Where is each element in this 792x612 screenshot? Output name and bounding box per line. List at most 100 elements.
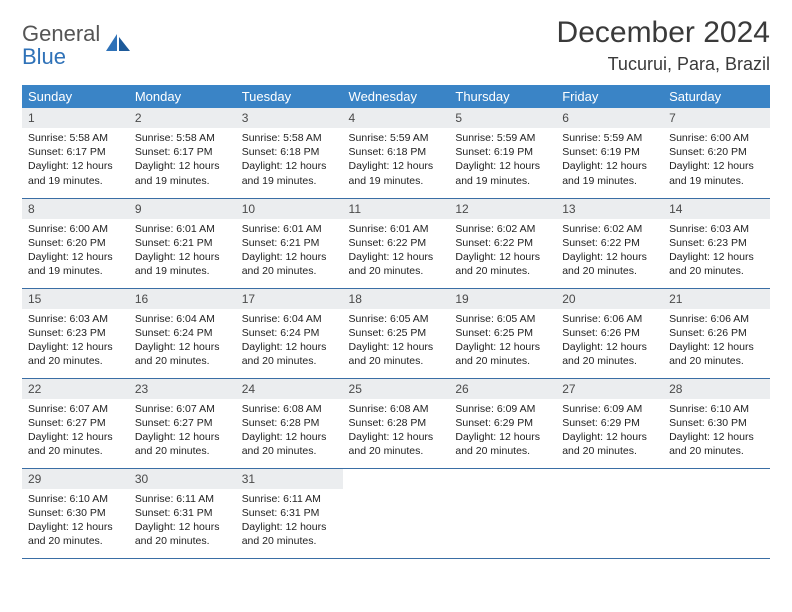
sunrise-label: Sunrise: (135, 313, 174, 325)
sunset-label: Sunset: (135, 417, 171, 429)
day-details: Sunrise: 6:08 AMSunset: 6:28 PMDaylight:… (343, 399, 450, 463)
day-details: Sunrise: 6:01 AMSunset: 6:22 PMDaylight:… (343, 219, 450, 283)
day-number: 17 (236, 289, 343, 309)
sunrise-value: 6:08 AM (390, 403, 429, 415)
sunset: Sunset: 6:28 PM (242, 416, 337, 430)
sunrise-value: 5:59 AM (497, 132, 536, 144)
sunrise: Sunrise: 5:58 AM (28, 131, 123, 145)
sunrise-label: Sunrise: (28, 403, 67, 415)
day-number: 3 (236, 108, 343, 128)
calendar-day-cell: 24Sunrise: 6:08 AMSunset: 6:28 PMDayligh… (236, 378, 343, 468)
daylight: Daylight: 12 hours and 20 minutes. (349, 250, 444, 278)
calendar-day-cell: 30Sunrise: 6:11 AMSunset: 6:31 PMDayligh… (129, 468, 236, 558)
sunset-value: 6:24 PM (173, 327, 212, 339)
calendar-day-cell: 7Sunrise: 6:00 AMSunset: 6:20 PMDaylight… (663, 108, 770, 198)
sunrise: Sunrise: 6:07 AM (28, 402, 123, 416)
brand-logo: General Blue (22, 16, 132, 68)
sunset-value: 6:23 PM (708, 237, 747, 249)
sunset-value: 6:22 PM (601, 237, 640, 249)
sunrise: Sunrise: 6:03 AM (28, 312, 123, 326)
sunrise: Sunrise: 6:06 AM (669, 312, 764, 326)
daylight: Daylight: 12 hours and 20 minutes. (242, 430, 337, 458)
day-number: 14 (663, 199, 770, 219)
calendar-day-cell: 25Sunrise: 6:08 AMSunset: 6:28 PMDayligh… (343, 378, 450, 468)
sunset-label: Sunset: (669, 146, 705, 158)
sunset-value: 6:30 PM (67, 507, 106, 519)
sunrise-label: Sunrise: (28, 493, 67, 505)
sunset-label: Sunset: (455, 146, 491, 158)
day-details: Sunrise: 5:58 AMSunset: 6:18 PMDaylight:… (236, 128, 343, 192)
calendar-day-cell: 12Sunrise: 6:02 AMSunset: 6:22 PMDayligh… (449, 198, 556, 288)
sunset: Sunset: 6:26 PM (562, 326, 657, 340)
daylight: Daylight: 12 hours and 20 minutes. (28, 340, 123, 368)
calendar-table: SundayMondayTuesdayWednesdayThursdayFrid… (22, 85, 770, 559)
sunrise-label: Sunrise: (562, 132, 601, 144)
sunrise-value: 6:06 AM (604, 313, 643, 325)
sunrise-label: Sunrise: (242, 313, 281, 325)
calendar-day-cell (556, 468, 663, 558)
sunset-value: 6:19 PM (494, 146, 533, 158)
sunrise-label: Sunrise: (349, 313, 388, 325)
sunset-value: 6:21 PM (173, 237, 212, 249)
sunrise: Sunrise: 5:58 AM (135, 131, 230, 145)
daylight-label: Daylight: (135, 341, 176, 353)
day-number: 29 (22, 469, 129, 489)
sunset-label: Sunset: (562, 237, 598, 249)
calendar-body: 1Sunrise: 5:58 AMSunset: 6:17 PMDaylight… (22, 108, 770, 558)
daylight-label: Daylight: (242, 160, 283, 172)
sunset-value: 6:26 PM (601, 327, 640, 339)
sunset-value: 6:25 PM (387, 327, 426, 339)
sunrise-value: 6:01 AM (283, 223, 322, 235)
daylight-label: Daylight: (242, 251, 283, 263)
sunset: Sunset: 6:24 PM (135, 326, 230, 340)
daylight-label: Daylight: (135, 521, 176, 533)
sunrise: Sunrise: 5:58 AM (242, 131, 337, 145)
daylight-label: Daylight: (669, 341, 710, 353)
calendar-day-cell: 5Sunrise: 5:59 AMSunset: 6:19 PMDaylight… (449, 108, 556, 198)
daylight: Daylight: 12 hours and 20 minutes. (562, 340, 657, 368)
sunset: Sunset: 6:27 PM (28, 416, 123, 430)
sunrise-label: Sunrise: (135, 403, 174, 415)
sunset-label: Sunset: (242, 417, 278, 429)
sunrise: Sunrise: 6:08 AM (349, 402, 444, 416)
sunset: Sunset: 6:20 PM (28, 236, 123, 250)
day-details: Sunrise: 6:02 AMSunset: 6:22 PMDaylight:… (556, 219, 663, 283)
brand-bottom: Blue (22, 45, 100, 68)
sunset: Sunset: 6:22 PM (455, 236, 550, 250)
sunrise-label: Sunrise: (562, 313, 601, 325)
sunset: Sunset: 6:29 PM (455, 416, 550, 430)
day-number: 2 (129, 108, 236, 128)
daylight: Daylight: 12 hours and 19 minutes. (135, 250, 230, 278)
sunrise-value: 6:00 AM (711, 132, 750, 144)
sunset-value: 6:20 PM (708, 146, 747, 158)
brand-top: General (22, 21, 100, 46)
calendar-week-row: 1Sunrise: 5:58 AMSunset: 6:17 PMDaylight… (22, 108, 770, 198)
calendar-day-cell: 14Sunrise: 6:03 AMSunset: 6:23 PMDayligh… (663, 198, 770, 288)
sunrise-value: 6:07 AM (69, 403, 108, 415)
sunset-label: Sunset: (455, 327, 491, 339)
sunset: Sunset: 6:31 PM (242, 506, 337, 520)
sunrise: Sunrise: 5:59 AM (455, 131, 550, 145)
sunset: Sunset: 6:26 PM (669, 326, 764, 340)
sunset-value: 6:30 PM (708, 417, 747, 429)
sunset: Sunset: 6:27 PM (135, 416, 230, 430)
day-number: 11 (343, 199, 450, 219)
sunrise-value: 6:03 AM (69, 313, 108, 325)
sunset: Sunset: 6:22 PM (562, 236, 657, 250)
day-details: Sunrise: 6:10 AMSunset: 6:30 PMDaylight:… (663, 399, 770, 463)
sunset-value: 6:24 PM (280, 327, 319, 339)
daylight: Daylight: 12 hours and 20 minutes. (349, 430, 444, 458)
day-details: Sunrise: 6:11 AMSunset: 6:31 PMDaylight:… (129, 489, 236, 553)
sunset-value: 6:28 PM (387, 417, 426, 429)
sunrise-label: Sunrise: (669, 313, 708, 325)
day-details: Sunrise: 6:00 AMSunset: 6:20 PMDaylight:… (663, 128, 770, 192)
sunset-label: Sunset: (28, 417, 64, 429)
day-details: Sunrise: 6:06 AMSunset: 6:26 PMDaylight:… (663, 309, 770, 373)
daylight: Daylight: 12 hours and 20 minutes. (455, 340, 550, 368)
sunrise-value: 5:58 AM (69, 132, 108, 144)
daylight-label: Daylight: (28, 431, 69, 443)
calendar-day-cell: 22Sunrise: 6:07 AMSunset: 6:27 PMDayligh… (22, 378, 129, 468)
sunrise: Sunrise: 6:04 AM (242, 312, 337, 326)
day-number: 18 (343, 289, 450, 309)
sunset-label: Sunset: (242, 146, 278, 158)
